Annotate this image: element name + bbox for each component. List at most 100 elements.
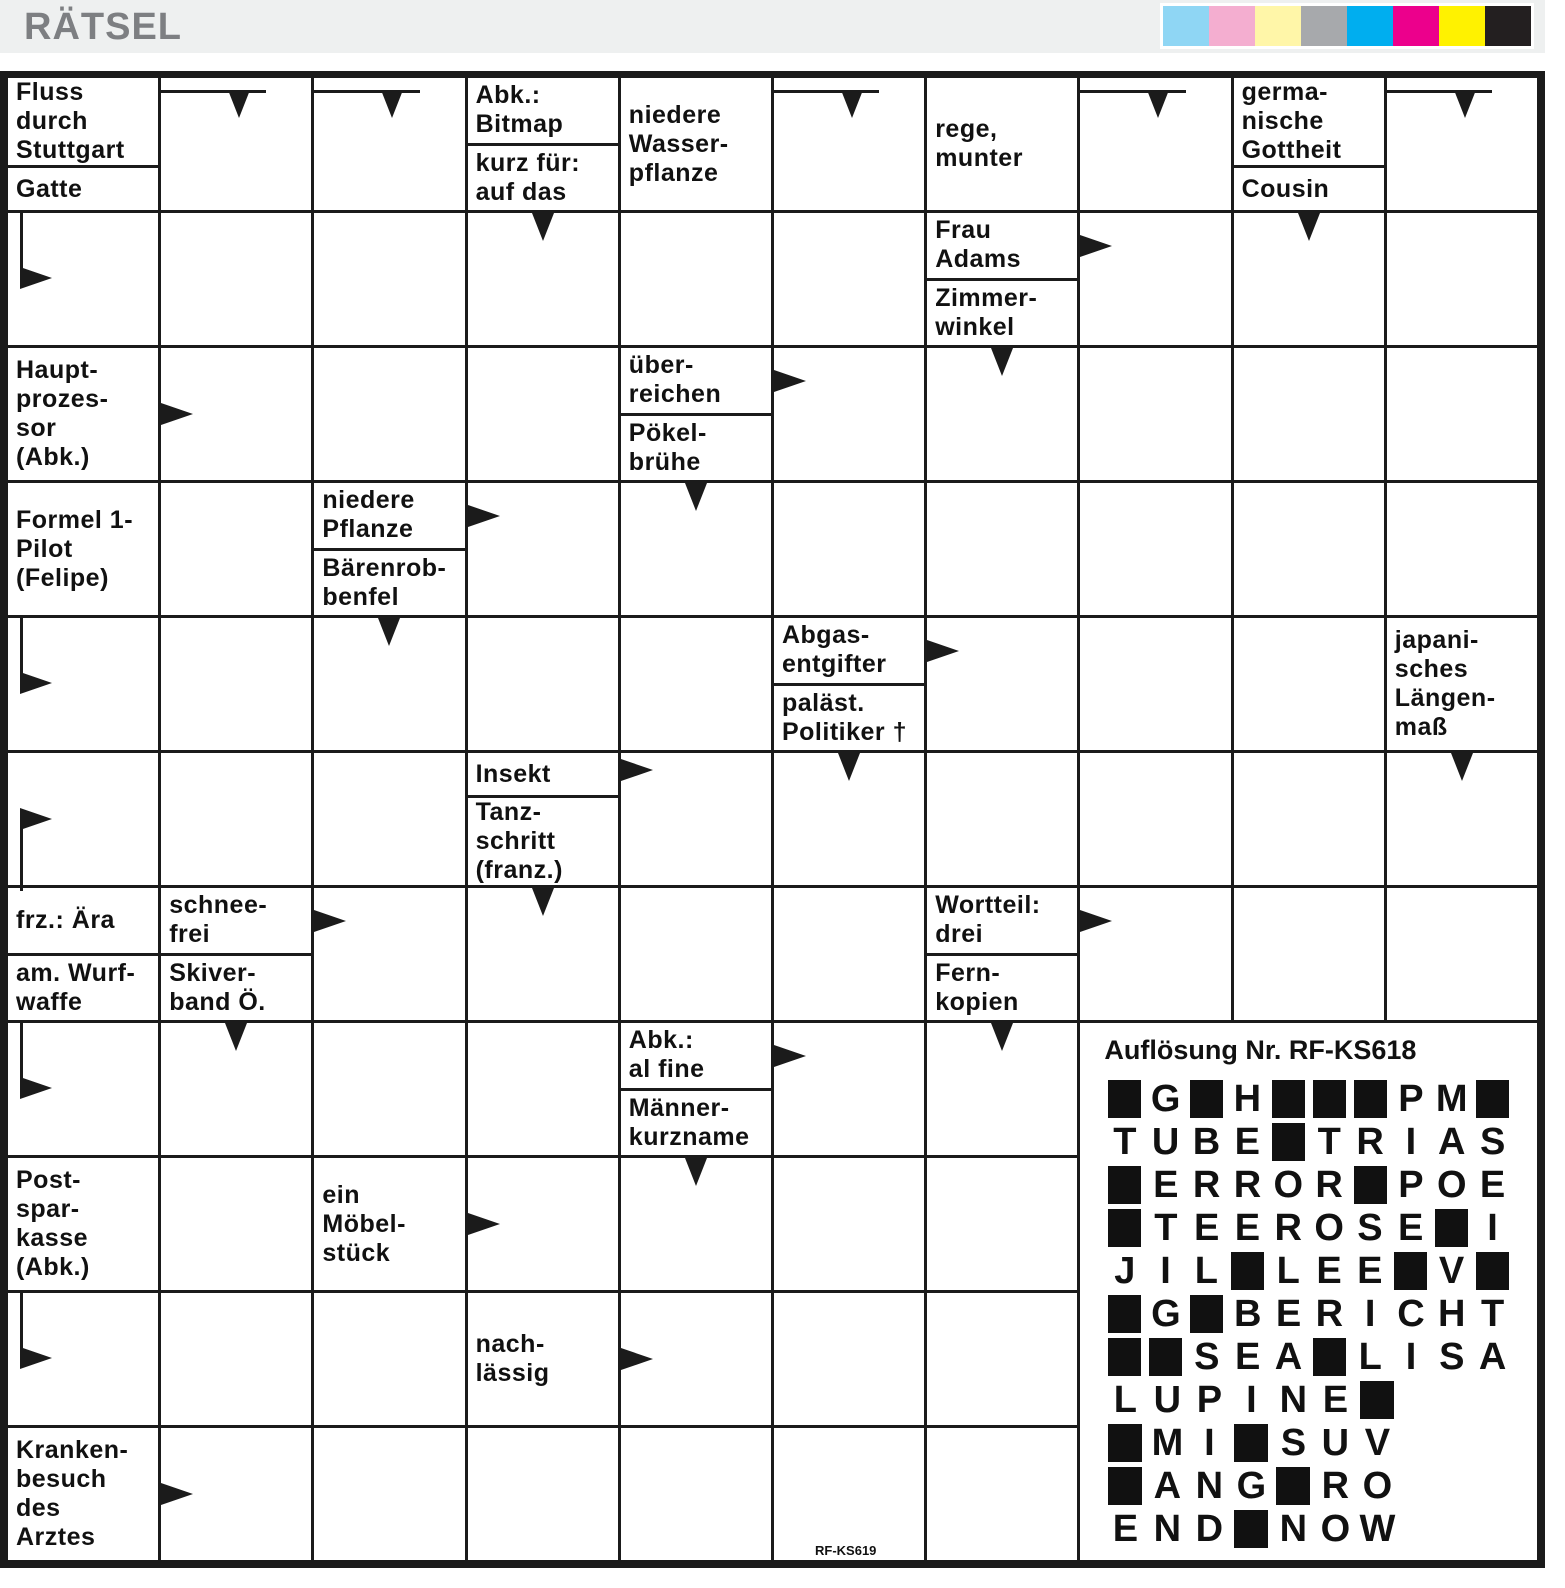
answer-cell[interactable]	[773, 888, 925, 1020]
answer-cell[interactable]	[1386, 888, 1537, 1020]
answer-cell[interactable]	[161, 753, 312, 885]
clue-text: niedere Wasser- pflanze	[628, 100, 729, 187]
answer-cell[interactable]	[8, 1023, 159, 1155]
answer-cell[interactable]	[1233, 348, 1384, 480]
answer-cell[interactable]	[8, 1293, 159, 1425]
answer-cell[interactable]	[1233, 483, 1384, 615]
arrow-right-icon	[161, 403, 194, 425]
answer-cell[interactable]	[8, 213, 159, 345]
clue-text: Insekt	[475, 759, 551, 788]
answer-cell[interactable]	[161, 1293, 312, 1425]
clue-cell: frz.: Ära am. Wurf- waffe	[8, 888, 159, 1020]
answer-cell[interactable]	[1080, 348, 1231, 480]
answer-cell[interactable]	[927, 1158, 1078, 1290]
clue-cell: über- reichen Pökel- brühe	[620, 348, 771, 480]
answer-cell[interactable]	[620, 213, 771, 345]
answer-cell[interactable]	[467, 1158, 618, 1290]
answer-cell[interactable]	[467, 888, 618, 1020]
answer-cell[interactable]	[467, 348, 618, 480]
answer-cell[interactable]	[161, 1023, 312, 1155]
solution-letter: A	[1153, 1465, 1182, 1507]
answer-cell[interactable]	[1386, 213, 1537, 345]
answer-cell[interactable]	[620, 888, 771, 1020]
answer-cell[interactable]	[773, 213, 925, 345]
answer-cell[interactable]	[1386, 483, 1537, 615]
answer-cell[interactable]	[1386, 753, 1537, 885]
solution-black-square	[1108, 1166, 1142, 1204]
answer-cell[interactable]	[927, 483, 1078, 615]
answer-cell[interactable]	[314, 348, 465, 480]
answer-cell[interactable]	[620, 1158, 771, 1290]
answer-cell[interactable]	[927, 348, 1078, 480]
clue-text: über- reichen	[628, 351, 722, 409]
arrow-line	[20, 1023, 23, 1098]
solution-letter: U	[1151, 1121, 1180, 1163]
answer-cell[interactable]	[467, 483, 618, 615]
answer-cell[interactable]	[927, 1428, 1078, 1560]
answer-cell[interactable]	[1080, 78, 1231, 210]
solution-black-square	[1394, 1252, 1428, 1290]
answer-cell[interactable]	[161, 1428, 312, 1560]
answer-cell[interactable]	[773, 753, 925, 885]
answer-cell[interactable]	[314, 753, 465, 885]
answer-cell[interactable]	[1233, 618, 1384, 750]
answer-cell[interactable]	[1080, 483, 1231, 615]
answer-cell[interactable]	[927, 753, 1078, 885]
answer-cell[interactable]	[620, 483, 771, 615]
solution-letter: E	[1479, 1164, 1506, 1206]
answer-cell[interactable]	[1080, 888, 1231, 1020]
answer-cell[interactable]	[1233, 753, 1384, 885]
answer-cell[interactable]	[467, 213, 618, 345]
answer-cell[interactable]	[927, 1293, 1078, 1425]
answer-cell[interactable]	[620, 753, 771, 885]
answer-cell[interactable]	[773, 348, 925, 480]
answer-cell[interactable]	[773, 1023, 925, 1155]
answer-cell[interactable]	[620, 1293, 771, 1425]
answer-cell[interactable]	[1080, 618, 1231, 750]
solution-letter: E	[1316, 1250, 1342, 1292]
answer-cell[interactable]	[314, 1428, 465, 1560]
answer-cell[interactable]	[467, 1428, 618, 1560]
answer-cell[interactable]	[927, 618, 1078, 750]
answer-cell[interactable]	[1080, 213, 1231, 345]
answer-cell[interactable]	[314, 1293, 465, 1425]
answer-cell[interactable]	[8, 753, 159, 891]
answer-cell[interactable]	[314, 78, 465, 210]
answer-cell[interactable]	[620, 618, 771, 750]
answer-cell[interactable]	[620, 1428, 771, 1560]
answer-cell[interactable]	[1386, 78, 1537, 210]
answer-cell[interactable]	[314, 213, 465, 345]
answer-cell[interactable]	[161, 213, 312, 345]
solution-letter: E	[1322, 1379, 1349, 1421]
solution-black-square	[1108, 1424, 1143, 1462]
answer-cell[interactable]	[161, 78, 312, 210]
answer-cell[interactable]	[1233, 213, 1384, 345]
answer-cell[interactable]	[927, 1023, 1078, 1155]
answer-cell[interactable]	[773, 483, 925, 615]
answer-cell[interactable]	[1233, 888, 1384, 1020]
answer-cell[interactable]	[467, 618, 618, 750]
answer-cell[interactable]	[1386, 348, 1537, 480]
answer-cell[interactable]	[314, 888, 465, 1020]
answer-cell[interactable]	[314, 618, 465, 750]
clue-text: nach- lässig	[475, 1330, 550, 1387]
answer-cell[interactable]	[773, 1293, 925, 1425]
answer-cell[interactable]	[773, 1158, 925, 1290]
answer-cell[interactable]	[8, 618, 159, 750]
solution-letter: V	[1364, 1422, 1391, 1464]
solution-black-square	[1312, 1338, 1346, 1376]
answer-cell[interactable]	[773, 1428, 925, 1560]
answer-cell[interactable]	[314, 1023, 465, 1155]
solution-letter: W	[1359, 1508, 1396, 1550]
answer-cell[interactable]	[1080, 753, 1231, 885]
answer-cell[interactable]	[161, 1158, 312, 1290]
answer-cell[interactable]	[161, 348, 312, 480]
solution-title: Auflösung Nr. RF-KS618	[1104, 1035, 1417, 1065]
answer-cell[interactable]	[161, 483, 312, 615]
answer-cell[interactable]	[467, 1023, 618, 1155]
arrow-line	[1386, 90, 1492, 93]
solution-letter: A	[1438, 1121, 1466, 1163]
answer-cell[interactable]	[773, 78, 925, 210]
answer-cell[interactable]	[161, 618, 312, 750]
